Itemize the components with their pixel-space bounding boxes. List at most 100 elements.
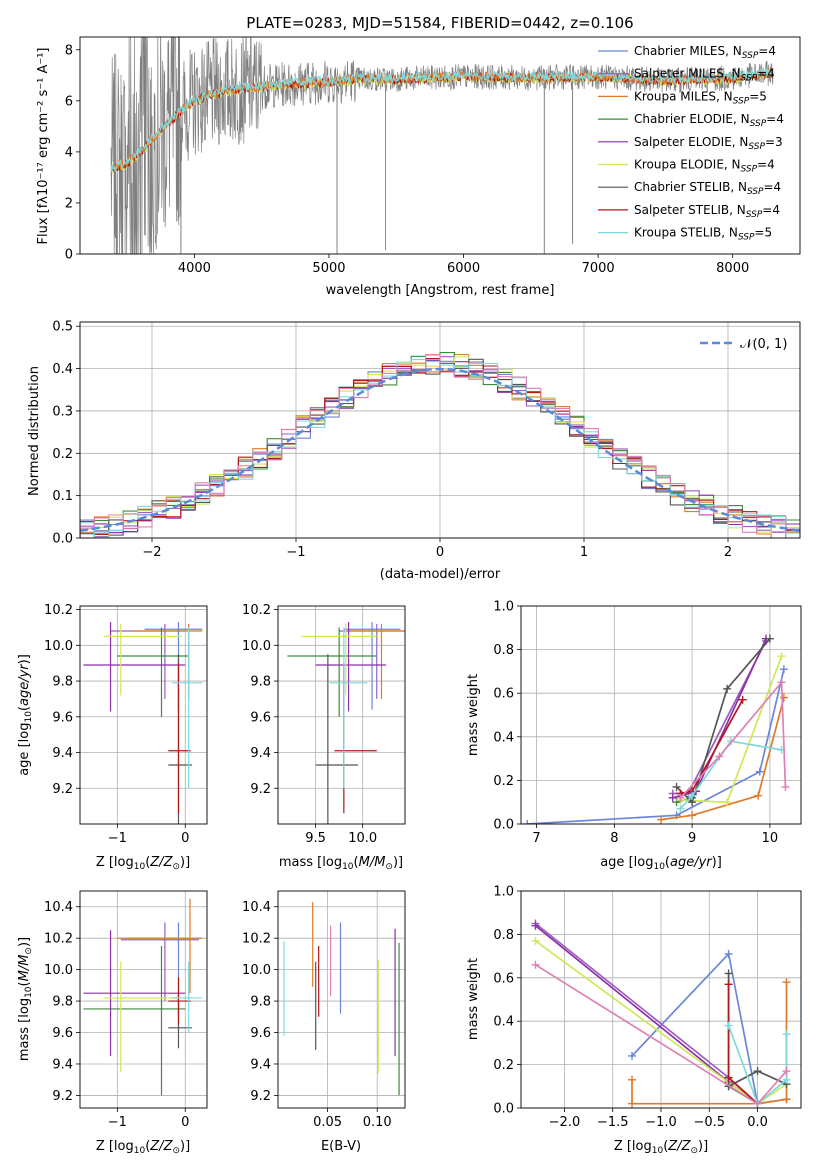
- y-tick-label: 9.4: [52, 1057, 73, 1072]
- weight-line-pink: [679, 680, 787, 799]
- x-tick-label: −2.0: [549, 1115, 581, 1130]
- legend-name: Kroupa ELODIE, N: [634, 158, 741, 172]
- legend-name: Salpeter STELIB, N: [634, 203, 746, 217]
- axes-age-mass: 9.5 10.0 9.2 9.4 9.6 9.8 10.0 10.2: [242, 603, 406, 846]
- y-tick-label: 10.2: [44, 932, 73, 947]
- y-tick-label: 4: [65, 145, 73, 160]
- label-part: )]: [393, 855, 403, 870]
- y-tick-label: 9.6: [52, 710, 73, 725]
- y-tick-label: 10.0: [242, 963, 271, 978]
- grid: [278, 891, 405, 1108]
- y-tick-label: 0.2: [493, 774, 514, 789]
- mass-Z-xlabel: Z [log10(Z/Z⊙)]: [96, 1139, 190, 1156]
- x-tick-label: −1.5: [597, 1115, 629, 1130]
- age-Z-xlabel: Z [log10(Z/Z⊙)]: [96, 855, 190, 872]
- plot-area: [83, 898, 203, 1096]
- x-tick-label: −1: [286, 545, 305, 560]
- plot-area: [80, 352, 800, 538]
- parameter-panels: −1 09.29.49.69.810.010.2Z [log10(Z/Z⊙)]ag…: [17, 600, 802, 1156]
- frame: −2.0 −1.5 −1.0 −0.5 0.0 0.0 0.2 0.4 0.6 0.8 1.0: [493, 885, 802, 1130]
- x-tick-label: −1: [108, 831, 127, 846]
- x-tick-label: −1: [108, 1115, 127, 1130]
- plot-area: [287, 622, 405, 824]
- x-tick-label: 10.0: [348, 831, 377, 846]
- grid: [278, 606, 405, 824]
- grid: [521, 890, 801, 1109]
- legend-sub: SSP: [748, 142, 765, 152]
- y-tick-label: 9.2: [250, 782, 271, 797]
- y-tick-label: 9.4: [250, 1057, 271, 1072]
- frame: −1 0 9.2 9.4 9.6 9.8 10.0 10.2: [44, 603, 208, 846]
- y-tick-label: 0.8: [493, 928, 514, 943]
- legend-eq: =4: [757, 67, 775, 81]
- label-part: (: [145, 1139, 150, 1154]
- mass-Z-ylabel: mass [log10(M/M⊙)]: [17, 937, 34, 1061]
- axes-mass-Z: −1 0 9.2 9.4 9.6 9.8 10.0 10.2 10.4: [44, 890, 208, 1130]
- x-tick-label: 10: [762, 831, 779, 846]
- x-tick-label: 1: [580, 545, 588, 560]
- label-part: Z [log: [96, 1139, 134, 1154]
- legend-sub: SSP: [741, 165, 758, 175]
- y-tick-label: 9.2: [52, 1089, 73, 1104]
- x-tick-label: 7000: [582, 261, 615, 276]
- label-part: )]: [180, 1139, 190, 1154]
- residual-panel: −2 −1 0 1 2 0.0 0.1 0.2 0.3 0.4 0.5 𝒩(0, 1) (data-m…: [27, 320, 801, 582]
- x-tick-label: 8000: [716, 261, 749, 276]
- label-part: M/M: [359, 855, 386, 870]
- x-tick-label: 8: [610, 831, 618, 846]
- y-tick-label: 0.4: [52, 362, 73, 377]
- y-tick-label: 1.0: [493, 885, 514, 900]
- y-tick-label: 10.4: [242, 900, 271, 915]
- axes-weight-Z: −2.0 −1.5 −1.0 −0.5 0.0 0.0 0.2 0.4 0.6 0.8 1.0: [493, 885, 802, 1130]
- legend-sub: SSP: [746, 210, 763, 220]
- residual-ylabel: Normed distribution: [27, 366, 42, 496]
- y-tick-label: 1.0: [493, 600, 514, 615]
- label-part: 10: [342, 862, 354, 872]
- legend-name: Chabrier ELODIE, N: [634, 112, 750, 126]
- plot-area: [531, 919, 791, 1108]
- x-tick-label: 6000: [447, 261, 480, 276]
- label-part: age/yr: [17, 663, 32, 706]
- y-tick-label: 10.0: [44, 639, 73, 654]
- x-tick-label: 0.0: [747, 1115, 768, 1130]
- legend-label: Chabrier STELIB, NSSP=4: [634, 180, 781, 197]
- normal-curve: [80, 367, 800, 532]
- axes-frame: [520, 605, 802, 825]
- legend-name: Salpeter MILES, N: [634, 67, 741, 81]
- label-part: mass [log: [279, 855, 342, 870]
- label-part: 10: [24, 986, 34, 998]
- y-tick-label: 0.8: [493, 643, 514, 658]
- label-part: ⊙: [690, 1146, 698, 1156]
- plot-area: [110, 37, 774, 254]
- legend-name: Chabrier STELIB, N: [634, 180, 747, 194]
- x-tick-label: 5000: [312, 261, 345, 276]
- plot-area: [523, 634, 790, 824]
- label-part: age/yr: [670, 855, 713, 870]
- label-part: 10: [653, 862, 665, 872]
- y-tick-label: 0.6: [493, 687, 514, 702]
- legend-sub: SSP: [738, 233, 755, 243]
- label-part: (: [17, 706, 32, 711]
- y-tick-label: 9.8: [250, 995, 271, 1010]
- label-part: Z/Z: [667, 1139, 691, 1154]
- legend-label: Chabrier ELODIE, NSSP=4: [634, 112, 784, 129]
- label-part: (: [17, 981, 32, 986]
- axes-frame: [79, 890, 208, 1109]
- label-part: Z [log: [614, 1139, 652, 1154]
- y-tick-label: 9.8: [52, 995, 73, 1010]
- y-tick-label: 0.4: [493, 730, 514, 745]
- y-tick-label: 0.5: [52, 320, 73, 335]
- frame: −2 −1 0 1 2 0.0 0.1 0.2 0.3 0.4 0.5: [52, 320, 801, 560]
- spectrum-xlabel: wavelength [Angstrom, rest frame]: [326, 283, 555, 298]
- grid: [80, 891, 207, 1108]
- y-tick-label: 0.6: [493, 971, 514, 986]
- y-tick-label: 0.0: [493, 818, 514, 833]
- weight-line-chabrier_miles: [527, 669, 785, 824]
- axes-mass-ebv: 0.05 0.10 9.2 9.4 9.6 9.8 10.0 10.2 10.4: [242, 890, 406, 1130]
- axes-spectrum: 4000 5000 6000 7000 8000 0 2 4 6 8 Chabrier MILES,…: [65, 36, 801, 276]
- label-part: 10: [134, 1146, 146, 1156]
- x-tick-label: −0.5: [693, 1115, 725, 1130]
- y-tick-label: 0.3: [52, 404, 73, 419]
- y-tick-label: 10.2: [242, 603, 271, 618]
